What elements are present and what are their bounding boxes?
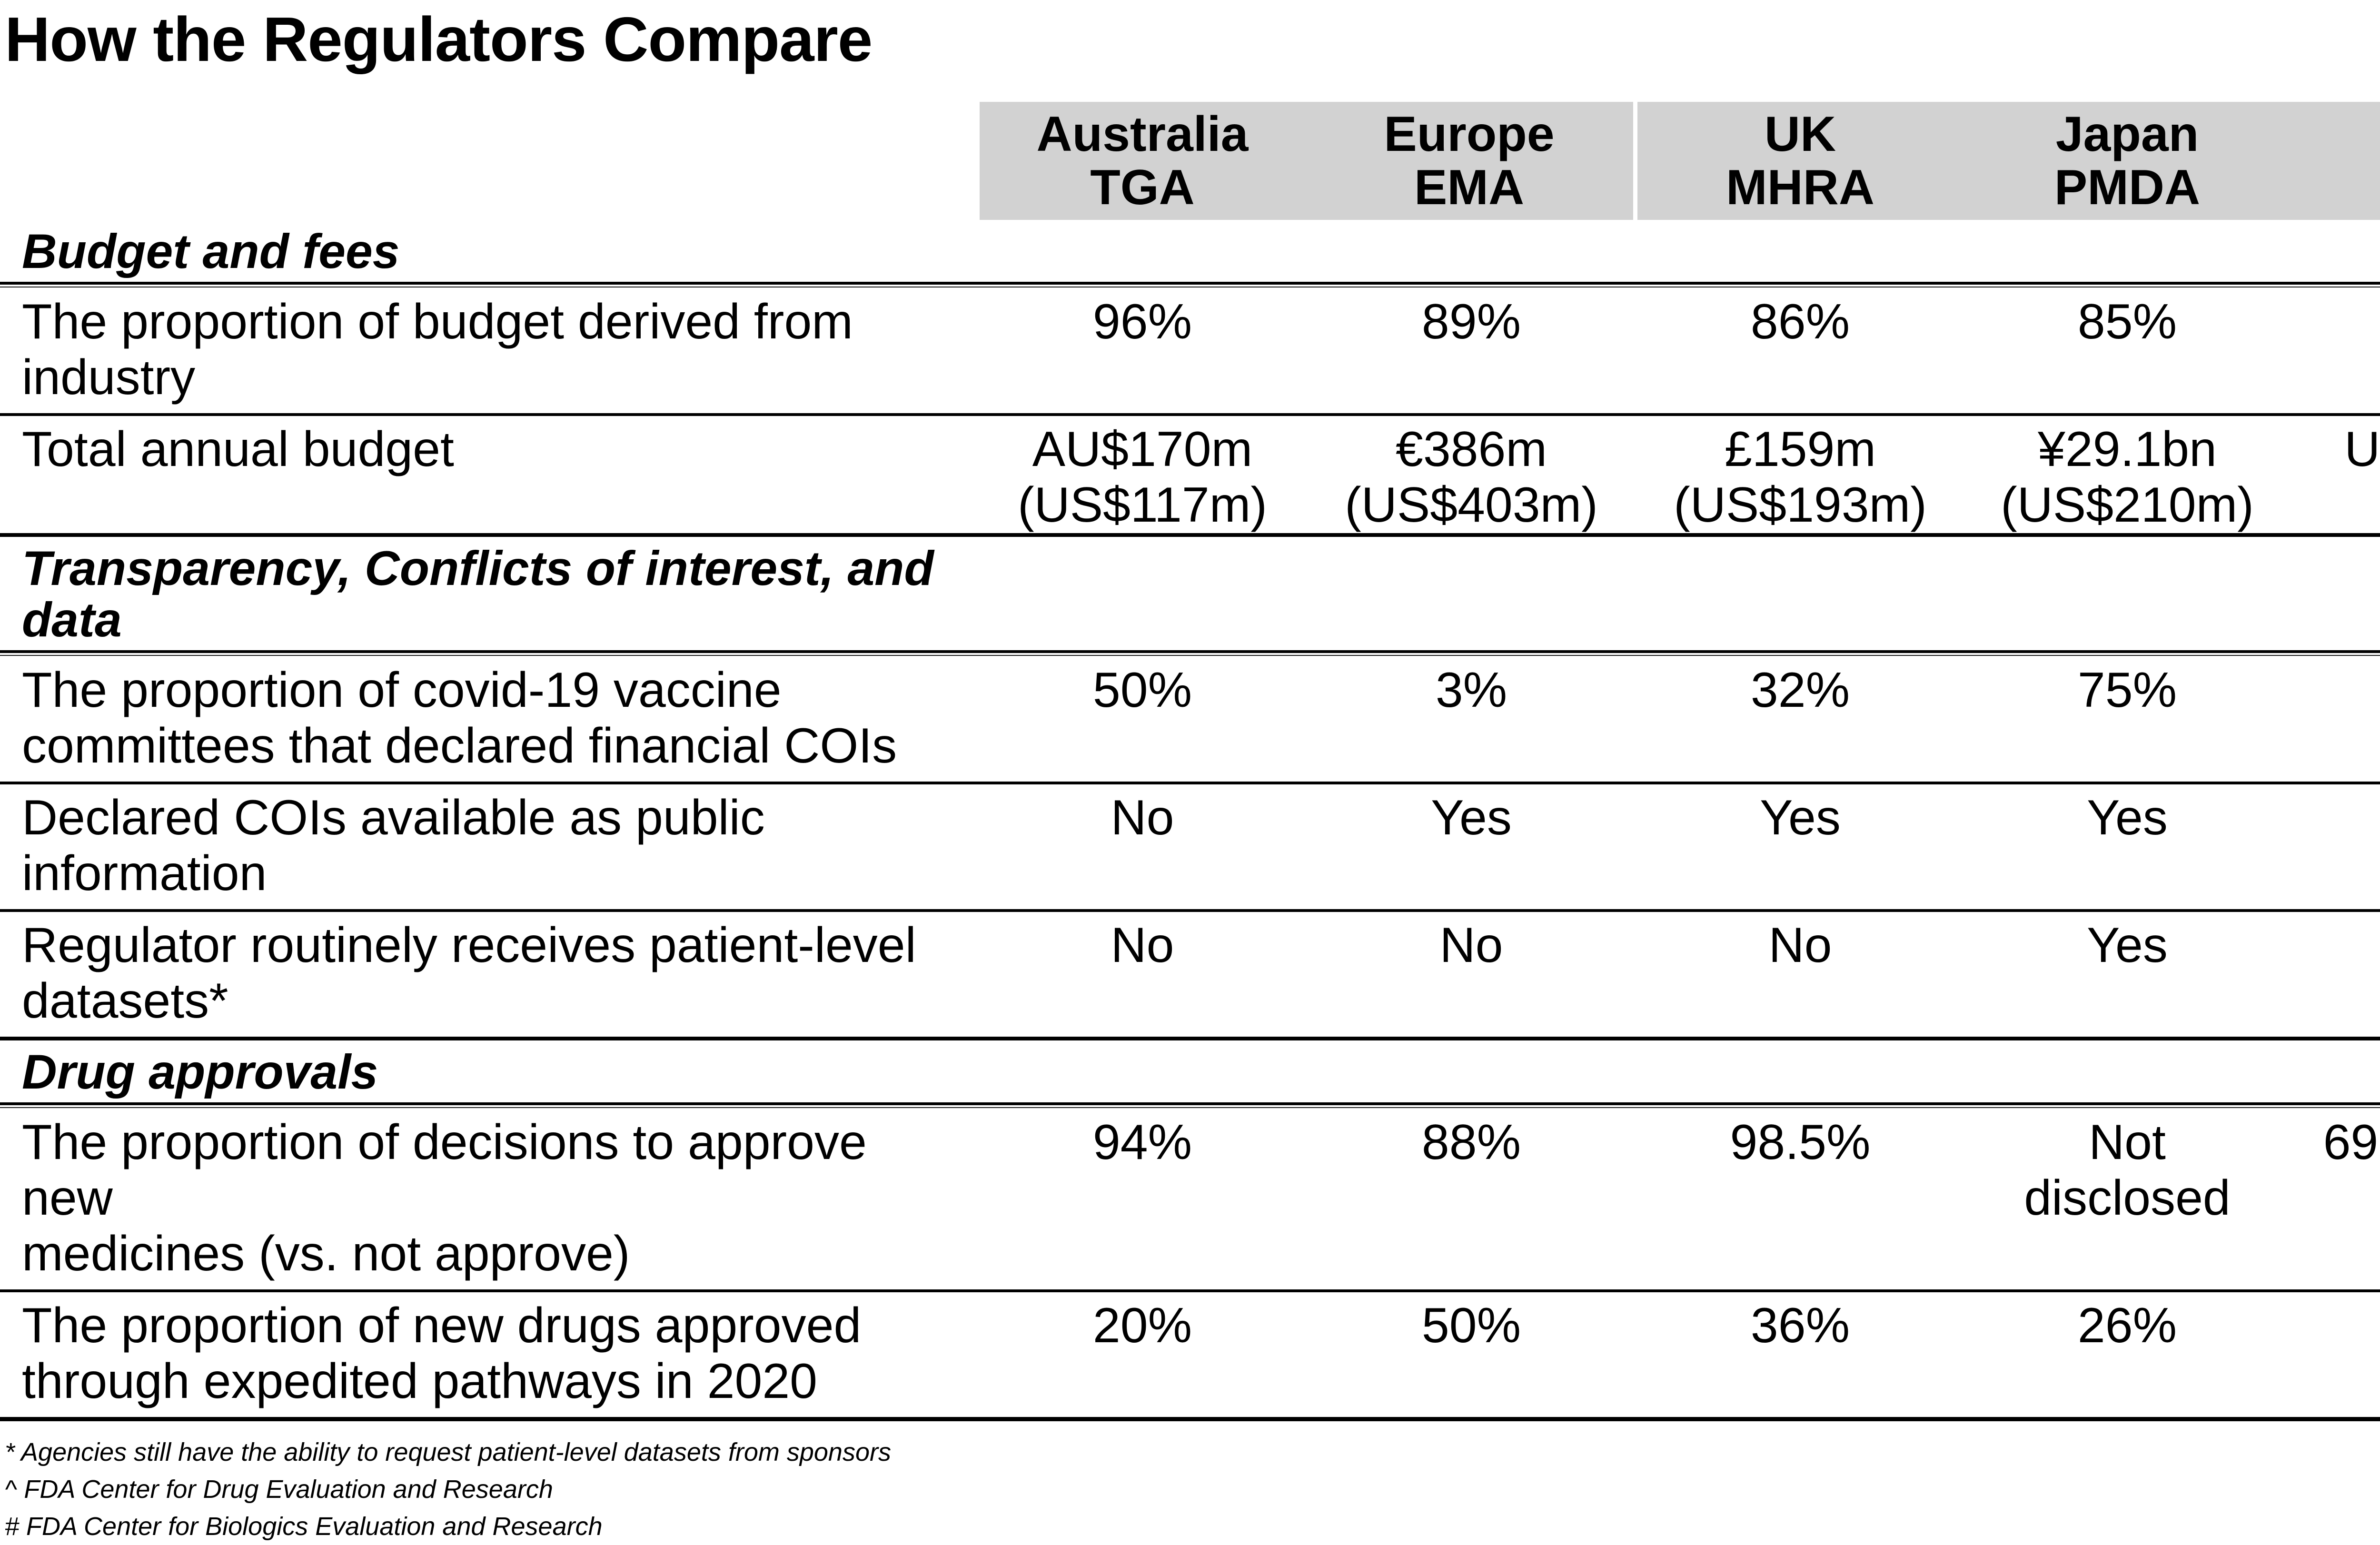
row-divider (0, 413, 2380, 416)
row-divider (0, 1289, 2380, 1292)
column-country: Europe (1384, 107, 1555, 162)
table-row-budget-from-industry: The proportion of budget derived from in… (0, 288, 2380, 413)
value-cell: Yes (2087, 918, 2168, 973)
value-cell: ¥29.1bn (US$210m) (2001, 422, 2254, 533)
value-cell: No (1111, 790, 1174, 845)
table-row-patient-level-datasets: Regulator routinely receives patient-lev… (0, 912, 2380, 1037)
footnotes: * Agencies still have the ability to req… (5, 1434, 2380, 1545)
value-cell: 32% (1750, 663, 1850, 718)
column-country: UK (1764, 107, 1836, 162)
table-row-covid-vaccine-committee-cois: The proportion of covid-19 vaccine commi… (0, 657, 2380, 782)
column-agency: MHRA (1726, 160, 1874, 215)
comparison-table: Australia TGA Europe EMA UK MHRA Japan P… (0, 102, 2380, 1421)
regulators-comparison-figure: How the Regulators Compare Australia TGA… (0, 4, 2380, 1541)
value-cell: Yes (2087, 790, 2168, 845)
value-cell: 94% (1092, 1115, 1192, 1170)
value-cell: 20% (1092, 1298, 1192, 1353)
footnote-fda-cber: # FDA Center for Biologics Evaluation an… (5, 1512, 603, 1541)
section-divider (0, 1102, 2380, 1109)
value-cell: AU$170m (US$117m) (1017, 422, 1267, 533)
value-cell: No (1439, 918, 1503, 973)
column-country: Australia (1036, 107, 1249, 162)
column-agency: FDA (2291, 161, 2380, 214)
section-divider (0, 282, 2380, 288)
value-cell: 88% (1421, 1115, 1521, 1170)
row-label: Regulator routinely receives patient-lev… (22, 918, 916, 1029)
column-country: USA (2291, 108, 2380, 161)
row-label: The proportion of new drugs approved thr… (22, 1298, 862, 1409)
row-divider (0, 909, 2380, 912)
footnote-patient-level-datasets: * Agencies still have the ability to req… (5, 1438, 891, 1466)
row-divider (0, 1037, 2380, 1040)
value-cell: 96% (1092, 294, 1192, 349)
column-agency: TGA (1090, 160, 1195, 215)
value-cell: £159m (US$193m) (1674, 422, 1927, 533)
section-divider (0, 650, 2380, 657)
row-divider (0, 533, 2380, 537)
value-cell: 26% (2077, 1298, 2177, 1353)
header-corner-cell (0, 102, 980, 220)
table-header-row: Australia TGA Europe EMA UK MHRA Japan P… (0, 102, 2380, 220)
column-agency: EMA (1414, 160, 1525, 215)
value-cell: US$6.1bn (2344, 422, 2380, 477)
row-label: The proportion of decisions to approve n… (22, 1115, 867, 1281)
value-cell: <10% (2291, 657, 2380, 782)
value-cell: No (1768, 918, 1832, 973)
value-cell: Yes (1431, 790, 1512, 845)
value-cell: 65% (2291, 288, 2380, 413)
column-country: Japan (2055, 107, 2199, 162)
row-divider (0, 782, 2380, 784)
value-cell: Yes (1760, 790, 1841, 845)
value-cell: 69%^ 29%# (2323, 1115, 2380, 1170)
value-cell: 50% (1421, 1298, 1521, 1353)
footnote-fda-cder: ^ FDA Center for Drug Evaluation and Res… (5, 1475, 553, 1504)
value-cell: Not disclosed (2024, 1115, 2231, 1226)
value-cell: 85% (2077, 294, 2177, 349)
table-row-declared-cois-public: Declared COIs available as public inform… (0, 784, 2380, 909)
value-cell: 3% (1435, 663, 1507, 718)
value-cell: 50% (1092, 663, 1192, 718)
row-label: The proportion of budget derived from in… (22, 294, 853, 405)
column-header-uk-mhra: UK MHRA (1637, 102, 1963, 220)
value-cell: 98.5% (1730, 1115, 1871, 1170)
value-cell: 68% (2291, 1292, 2380, 1417)
row-label: Declared COIs available as public inform… (22, 790, 765, 901)
table-row-expedited-pathways: The proportion of new drugs approved thr… (0, 1292, 2380, 1417)
table-row-approval-decisions: The proportion of decisions to approve n… (0, 1109, 2380, 1289)
value-cell: 89% (1421, 294, 1521, 349)
value-cell: No (1111, 918, 1174, 973)
value-cell: 86% (1750, 294, 1850, 349)
column-header-europe-ema: Europe EMA (1305, 102, 1637, 220)
column-header-japan-pmda: Japan PMDA (1963, 102, 2291, 220)
page-title: How the Regulators Compare (5, 4, 873, 74)
section-heading-transparency-cois-data: Transparency, Conflicts of interest, and… (22, 541, 934, 647)
section-heading-drug-approvals: Drug approvals (22, 1045, 378, 1099)
row-label: The proportion of covid-19 vaccine commi… (22, 663, 897, 773)
row-label: Total annual budget (22, 422, 454, 477)
value-cell: €386m (US$403m) (1345, 422, 1598, 533)
column-agency: PMDA (2054, 160, 2201, 215)
section-heading-budget-and-fees: Budget and fees (22, 224, 400, 278)
column-header-australia-tga: Australia TGA (980, 102, 1305, 220)
table-row-total-annual-budget: Total annual budget AU$170m (US$117m) €3… (0, 416, 2380, 533)
value-cell: Yes (2291, 784, 2380, 909)
value-cell: 36% (1750, 1298, 1850, 1353)
value-cell: Yes (2291, 912, 2380, 1037)
column-header-usa-fda: USA FDA (2291, 102, 2380, 220)
value-cell: 75% (2077, 663, 2177, 718)
table-bottom-border (0, 1417, 2380, 1421)
